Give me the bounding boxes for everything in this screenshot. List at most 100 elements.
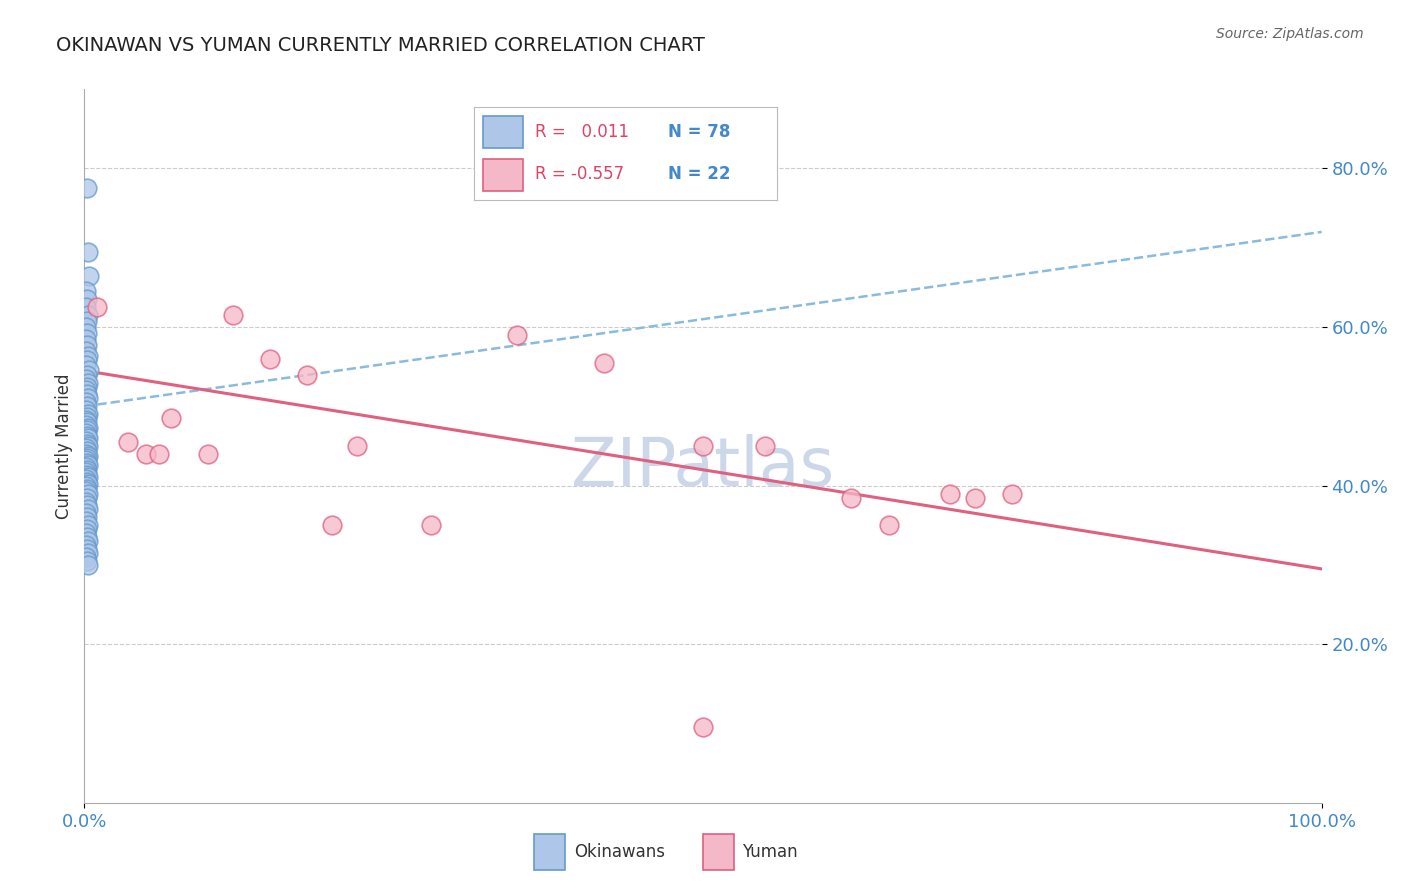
Point	[506, 328, 529, 343]
Point	[75, 442, 97, 456]
Point	[76, 522, 98, 536]
Point	[877, 518, 900, 533]
Point	[222, 308, 245, 322]
Point	[76, 293, 98, 307]
Text: Source: ZipAtlas.com: Source: ZipAtlas.com	[1216, 27, 1364, 41]
Point	[75, 494, 97, 508]
Point	[77, 502, 100, 516]
Point	[75, 418, 97, 433]
Point	[75, 465, 97, 479]
Point	[77, 458, 100, 472]
Point	[75, 320, 97, 334]
Point	[76, 387, 98, 401]
Point	[75, 300, 97, 314]
Point	[76, 554, 98, 568]
Point	[86, 300, 108, 314]
Point	[259, 351, 281, 366]
Point	[160, 411, 183, 425]
Point	[1001, 486, 1024, 500]
Point	[76, 368, 98, 382]
Point	[346, 439, 368, 453]
Point	[321, 518, 343, 533]
Point	[79, 268, 101, 283]
Point	[76, 530, 98, 544]
Point	[77, 350, 100, 364]
Point	[76, 463, 98, 477]
Point	[76, 443, 98, 458]
Point	[76, 314, 98, 328]
Point	[76, 353, 98, 368]
Point	[76, 423, 98, 437]
Point	[77, 450, 100, 464]
Text: OKINAWAN VS YUMAN CURRENTLY MARRIED CORRELATION CHART: OKINAWAN VS YUMAN CURRENTLY MARRIED CORR…	[56, 36, 706, 54]
Point	[75, 395, 97, 409]
Text: Okinawans: Okinawans	[574, 843, 665, 861]
Point	[75, 434, 97, 449]
Point	[75, 358, 97, 372]
Point	[77, 470, 100, 484]
Point	[75, 484, 97, 499]
Point	[76, 491, 98, 505]
Point	[75, 332, 97, 346]
Point	[75, 507, 97, 521]
Point	[419, 518, 441, 533]
Point	[76, 415, 98, 429]
Point	[76, 542, 98, 557]
Point	[77, 558, 100, 572]
Point	[841, 491, 863, 505]
Point	[76, 337, 98, 351]
Point	[754, 439, 776, 453]
Point	[75, 460, 97, 475]
Point	[75, 549, 97, 564]
Point	[76, 326, 98, 341]
Point	[76, 456, 98, 470]
Y-axis label: Currently Married: Currently Married	[55, 373, 73, 519]
Point	[76, 181, 98, 195]
Point	[77, 439, 100, 453]
Point	[76, 510, 98, 524]
Point	[76, 379, 98, 393]
Point	[76, 409, 98, 424]
Point	[77, 407, 100, 421]
Point	[76, 450, 98, 465]
Point	[77, 308, 100, 322]
Point	[197, 447, 219, 461]
Point	[77, 477, 100, 491]
Point	[75, 526, 97, 541]
Point	[75, 447, 97, 461]
Point	[76, 499, 98, 513]
Point	[79, 363, 101, 377]
Point	[117, 435, 139, 450]
Point	[77, 392, 100, 406]
Point	[692, 439, 714, 453]
Point	[76, 482, 98, 496]
Point	[75, 285, 97, 299]
Point	[76, 436, 98, 450]
Point	[75, 413, 97, 427]
Point	[77, 518, 100, 533]
Point	[75, 472, 97, 486]
Point	[148, 447, 170, 461]
Point	[939, 486, 962, 500]
Point	[692, 721, 714, 735]
Point	[77, 486, 100, 500]
Point	[593, 356, 616, 370]
Point	[77, 244, 100, 259]
Point	[76, 467, 98, 482]
Point	[295, 368, 318, 382]
Point	[75, 425, 97, 440]
Text: Yuman: Yuman	[742, 843, 799, 861]
Point	[77, 376, 100, 390]
Text: ZIPatlas: ZIPatlas	[571, 434, 835, 500]
Point	[77, 431, 100, 445]
Point	[77, 534, 100, 549]
Point	[77, 421, 100, 435]
Point	[75, 384, 97, 398]
Point	[75, 453, 97, 467]
Point	[76, 428, 98, 442]
Point	[75, 514, 97, 528]
Point	[76, 400, 98, 414]
Point	[75, 371, 97, 385]
Point	[76, 475, 98, 489]
Point	[135, 447, 157, 461]
